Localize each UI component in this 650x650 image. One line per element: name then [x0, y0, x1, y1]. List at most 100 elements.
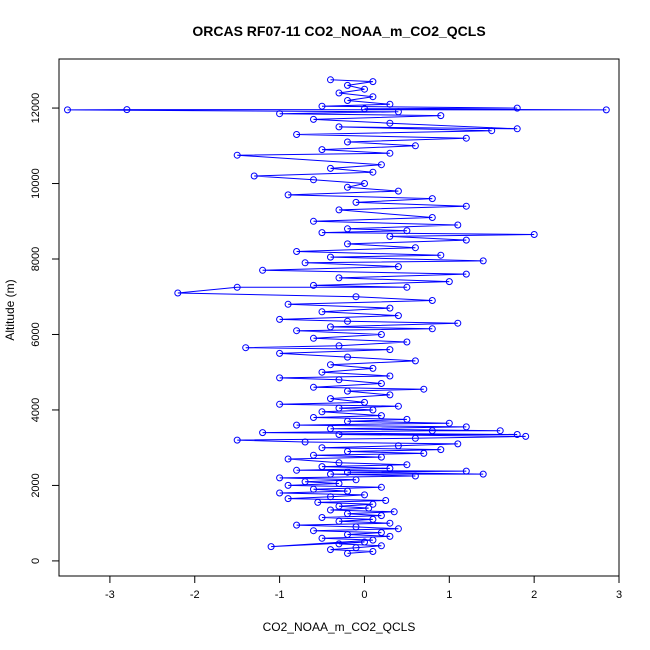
data-point [327, 253, 334, 261]
data-point [377, 512, 385, 520]
data-point [284, 481, 292, 489]
data-point [335, 123, 343, 131]
data-point [386, 519, 394, 527]
data-point [377, 542, 385, 550]
x-tick-label: 2 [531, 589, 537, 601]
data-point [361, 398, 368, 406]
data-series [64, 76, 610, 557]
data-point [428, 214, 436, 221]
data-point [394, 312, 402, 320]
data-point [344, 387, 351, 395]
data-point [369, 78, 377, 86]
data-point [386, 532, 394, 540]
data-point [310, 527, 317, 535]
data-point [496, 427, 504, 435]
data-point [344, 81, 351, 89]
data-point [344, 240, 351, 248]
data-point [293, 521, 301, 529]
data-point [462, 270, 470, 278]
data-point [361, 538, 368, 546]
data-point [386, 464, 394, 472]
data-point [327, 323, 334, 331]
data-point [267, 543, 275, 551]
data-point [284, 191, 292, 199]
data-point [310, 281, 317, 289]
data-point [318, 534, 326, 542]
data-point [301, 259, 309, 267]
y-axis-label: Altitude (m) [3, 279, 17, 340]
data-point [352, 544, 360, 552]
data-point [310, 485, 317, 493]
data-point [386, 232, 394, 240]
data-point [335, 274, 343, 282]
data-point [174, 289, 182, 297]
data-point [318, 102, 326, 110]
y-tick-label: 0 [30, 558, 42, 564]
data-point [301, 438, 309, 446]
data-point [352, 293, 360, 301]
data-point [327, 395, 334, 403]
data-point [327, 470, 334, 478]
data-point [428, 195, 436, 203]
data-point [314, 498, 322, 506]
data-point [361, 180, 368, 187]
data-point [242, 344, 250, 352]
y-tick-label: 12000 [30, 93, 42, 124]
data-point [394, 187, 402, 195]
data-point [276, 400, 284, 408]
data-point [382, 497, 390, 504]
data-point [293, 421, 301, 429]
data-point [276, 474, 284, 482]
data-point [445, 278, 453, 286]
data-point [513, 431, 521, 438]
data-point [284, 455, 292, 463]
data-point [344, 468, 351, 476]
x-tick-label: 3 [616, 589, 622, 601]
data-point [462, 202, 470, 210]
data-point [344, 317, 351, 325]
data-point [513, 125, 521, 133]
data-point [437, 251, 445, 259]
data-point [377, 483, 385, 491]
data-point [462, 134, 470, 142]
data-point [284, 300, 292, 308]
data-point [377, 453, 385, 461]
x-tick-label: 0 [361, 589, 367, 601]
data-point [403, 227, 411, 235]
data-point [522, 432, 530, 440]
data-point [293, 466, 301, 474]
data-point [335, 459, 343, 467]
data-point [403, 461, 411, 469]
data-point [259, 266, 267, 274]
y-tick-label: 6000 [30, 322, 42, 346]
data-point [369, 500, 377, 508]
data-point [310, 334, 317, 342]
data-point [361, 105, 368, 113]
data-point [365, 504, 373, 512]
data-point [377, 161, 385, 169]
data-point [327, 76, 334, 84]
data-point [352, 476, 360, 484]
data-point [394, 442, 402, 450]
data-point [454, 319, 462, 327]
data-point [369, 515, 377, 523]
data-point [276, 374, 284, 382]
data-point [513, 104, 521, 112]
x-tick-label: 1 [446, 589, 452, 601]
data-point [394, 263, 402, 271]
data-point [386, 119, 394, 127]
data-point [377, 380, 385, 387]
data-point [327, 425, 334, 433]
data-point [344, 138, 351, 146]
data-point [462, 467, 470, 475]
data-point [420, 385, 428, 393]
data-point [318, 463, 326, 471]
data-point [318, 408, 326, 416]
data-point [335, 342, 343, 350]
data-point [327, 506, 334, 514]
data-point [335, 480, 343, 487]
data-point [390, 508, 398, 516]
data-point [377, 331, 385, 338]
data-point [437, 446, 445, 454]
y-tick-label: 2000 [30, 473, 42, 497]
